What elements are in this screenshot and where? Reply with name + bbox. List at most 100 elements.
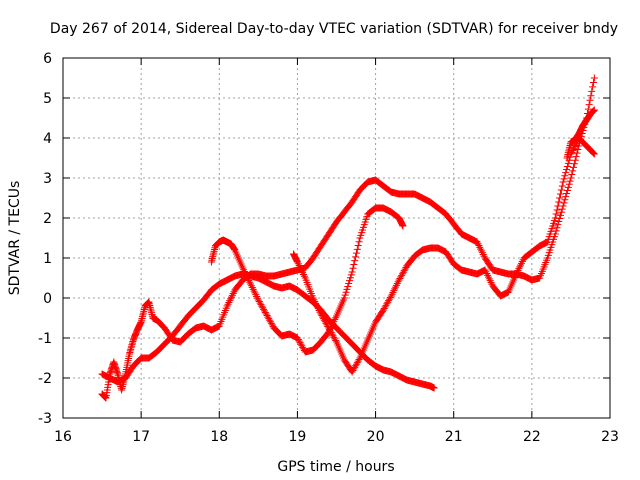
data-point xyxy=(345,280,353,288)
data-point xyxy=(352,249,360,257)
data-point xyxy=(479,250,487,258)
data-point xyxy=(259,304,267,312)
data-point xyxy=(325,324,333,332)
data-point xyxy=(564,159,572,167)
x-tick-label: 17 xyxy=(132,429,150,445)
data-point xyxy=(590,150,598,158)
data-point xyxy=(558,205,566,213)
data-point xyxy=(557,190,565,198)
data-point xyxy=(477,247,485,255)
data-point xyxy=(239,264,247,272)
data-point xyxy=(297,340,305,348)
data-point xyxy=(264,313,272,321)
data-point xyxy=(382,301,390,309)
data-point xyxy=(570,163,578,171)
data-point xyxy=(480,252,488,260)
data-point xyxy=(398,270,406,278)
data-point xyxy=(482,268,490,276)
data-point xyxy=(586,96,594,104)
data-point xyxy=(223,302,231,310)
data-point xyxy=(555,198,563,206)
data-point xyxy=(517,259,525,267)
data-point xyxy=(473,238,481,246)
data-point xyxy=(573,149,581,157)
data-point xyxy=(391,285,399,293)
data-point xyxy=(242,271,250,279)
data-point xyxy=(584,105,592,113)
data-point xyxy=(485,275,493,283)
data-point xyxy=(481,266,489,274)
y-tick-label: -1 xyxy=(38,331,52,347)
data-point xyxy=(332,336,340,344)
data-point xyxy=(517,261,525,269)
data-point xyxy=(316,308,324,316)
x-tick-label: 21 xyxy=(445,429,463,445)
data-point xyxy=(399,268,407,276)
data-point xyxy=(387,292,395,300)
data-point xyxy=(349,366,357,374)
y-tick-label: 4 xyxy=(43,131,52,147)
data-point xyxy=(297,265,305,273)
data-point xyxy=(379,307,387,315)
data-point xyxy=(323,321,331,329)
data-point xyxy=(255,298,263,306)
data-point xyxy=(383,300,391,308)
y-tick-label: 2 xyxy=(43,211,52,227)
data-point xyxy=(322,319,330,327)
data-point xyxy=(398,271,406,279)
data-point xyxy=(590,106,598,114)
data-point xyxy=(567,174,575,182)
data-point xyxy=(564,183,572,191)
data-point xyxy=(240,268,248,276)
data-point xyxy=(252,291,260,299)
data-point xyxy=(561,196,569,204)
data-point xyxy=(566,177,574,185)
data-point xyxy=(312,299,320,307)
data-point xyxy=(342,288,350,296)
data-point xyxy=(353,245,361,253)
data-point xyxy=(251,289,259,297)
data-point xyxy=(319,313,327,321)
data-point xyxy=(588,87,596,95)
data-point xyxy=(399,222,407,230)
data-point xyxy=(560,175,568,183)
data-point xyxy=(563,166,571,174)
data-point xyxy=(560,199,568,207)
data-point xyxy=(346,274,354,282)
data-point xyxy=(518,258,526,266)
data-point xyxy=(344,282,352,290)
data-point xyxy=(260,305,268,313)
data-point xyxy=(389,288,397,296)
data-point xyxy=(515,265,523,273)
data-point xyxy=(563,162,571,170)
plot-frame xyxy=(62,57,611,419)
data-point xyxy=(348,368,356,376)
data-point xyxy=(587,92,595,100)
x-tick-label: 22 xyxy=(523,429,541,445)
data-point xyxy=(225,298,233,306)
data-point xyxy=(570,160,578,168)
data-point xyxy=(318,312,326,320)
data-point xyxy=(268,321,276,329)
data-point xyxy=(295,337,303,345)
data-point xyxy=(563,186,571,194)
data-point xyxy=(572,153,580,161)
data-point xyxy=(230,288,238,296)
data-point xyxy=(313,303,321,311)
data-point xyxy=(245,276,253,284)
data-points xyxy=(98,74,598,402)
data-point xyxy=(380,304,388,312)
data-point xyxy=(589,148,597,156)
data-point xyxy=(326,327,334,335)
data-point xyxy=(488,280,496,288)
data-point xyxy=(299,343,307,351)
data-point xyxy=(557,208,565,216)
data-point xyxy=(331,335,339,343)
data-point xyxy=(585,101,593,109)
data-point xyxy=(562,169,570,177)
data-point xyxy=(353,359,361,367)
series-arc-e xyxy=(563,106,598,162)
